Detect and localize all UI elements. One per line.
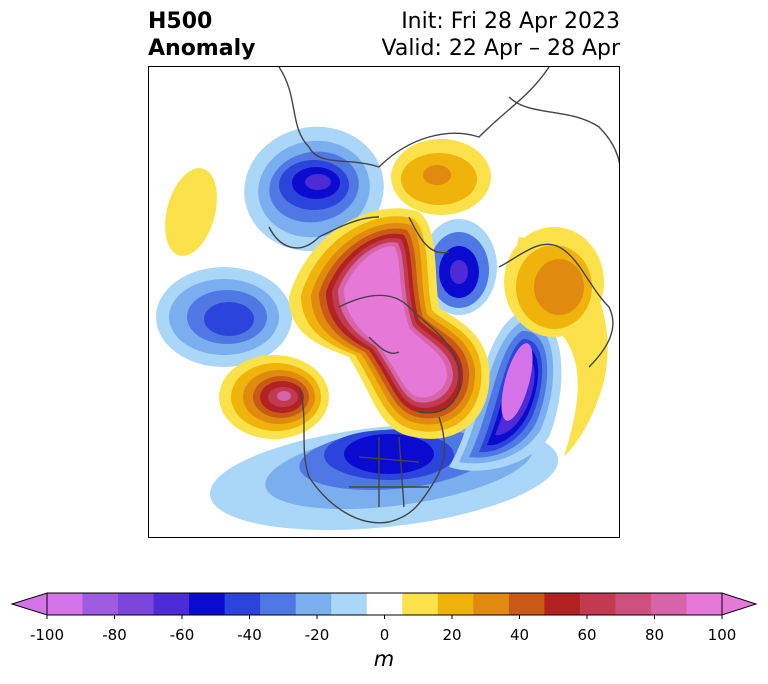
init-date: Init: Fri 28 Apr 2023 (401, 9, 620, 34)
colorbar-tick-label: -100 (29, 626, 65, 644)
colorbar-bin (153, 593, 190, 615)
colorbar-tick-label: 100 (707, 626, 737, 644)
low-arctic (421, 219, 497, 315)
title-right: Init: Fri 28 Apr 2023 Valid: 22 Apr – 28… (382, 8, 621, 62)
coastlines (268, 67, 619, 524)
colorbar-bin (82, 593, 119, 615)
colorbar-tick-label: 60 (577, 626, 597, 644)
colorbar-bin (118, 593, 155, 615)
colorbar-bin (508, 593, 545, 615)
colorbar-bin (295, 593, 332, 615)
colorbar-bin (402, 593, 439, 615)
low-atlantic (449, 311, 562, 471)
colorbar-extend-high (721, 592, 758, 616)
colorbar-bin (473, 593, 510, 615)
anomaly-fields (156, 67, 619, 530)
ridge-arctic (391, 139, 491, 215)
colorbar-tick-label: -80 (102, 626, 127, 644)
colorbar-units: m (373, 647, 395, 671)
colorbar-bin (366, 593, 403, 615)
colorbar-tick-label: 0 (379, 626, 390, 644)
ridge-europe (504, 227, 604, 337)
colorbar-bin (544, 593, 581, 615)
anomaly-map (148, 66, 620, 538)
low-southern-us (209, 424, 559, 530)
title-left: H500 Anomaly (148, 8, 255, 62)
colorbar-tick-label: 40 (509, 626, 530, 644)
colorbar-bin (260, 593, 297, 615)
map-svg (156, 67, 619, 530)
colorbar-bin (437, 593, 474, 615)
colorbar-bin (331, 593, 368, 615)
colorbar (0, 585, 768, 625)
colorbar-bin (650, 593, 687, 615)
title-variable: H500 (148, 9, 213, 34)
low-pacific (156, 267, 292, 367)
ridge-far-west (165, 168, 217, 256)
ridge-canada-greenland (289, 208, 490, 439)
colorbar-tick-label: -60 (169, 626, 195, 644)
colorbar-bin (189, 593, 226, 615)
colorbar-tick-label: 80 (644, 626, 665, 644)
colorbar-bin (686, 593, 723, 615)
colorbar-tick-label: 20 (442, 626, 462, 644)
colorbar-bin (615, 593, 652, 615)
low-siberia (244, 126, 384, 252)
title-field: Anomaly (148, 36, 256, 61)
colorbar-tick-label: -40 (237, 626, 262, 644)
ridge-ne-pacific (219, 355, 329, 439)
colorbar-bin (47, 593, 84, 615)
colorbar-tick-label: -20 (304, 626, 330, 644)
colorbar-extend-low (10, 592, 48, 616)
colorbar-svg (10, 592, 758, 619)
colorbar-bin (224, 593, 261, 615)
valid-range: Valid: 22 Apr – 28 Apr (381, 36, 621, 61)
colorbar-bin (579, 593, 616, 615)
